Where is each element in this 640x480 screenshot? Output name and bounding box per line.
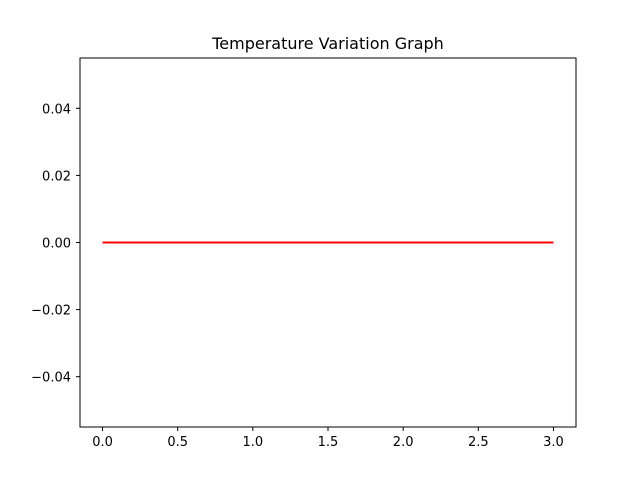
x-tick-label: 0.5 xyxy=(167,435,188,450)
y-tick-label: 0.02 xyxy=(42,169,71,184)
x-tick-label: 3.0 xyxy=(543,435,564,450)
y-tick-label: 0.00 xyxy=(42,237,71,252)
x-axis: 0.0 0.5 1.0 1.5 2.0 2.5 3.0 xyxy=(92,427,564,450)
y-tick-label: −0.02 xyxy=(31,304,71,319)
y-axis: 0.04 0.02 0.00 −0.02 −0.04 xyxy=(31,102,80,386)
chart-title: Temperature Variation Graph xyxy=(211,34,444,53)
x-tick-label: 2.0 xyxy=(393,435,414,450)
x-tick-label: 1.0 xyxy=(243,435,264,450)
y-tick-label: −0.04 xyxy=(31,371,71,386)
x-tick-label: 2.5 xyxy=(468,435,489,450)
x-tick-label: 1.5 xyxy=(318,435,339,450)
y-tick-label: 0.04 xyxy=(42,102,71,117)
x-tick-label: 0.0 xyxy=(92,435,113,450)
